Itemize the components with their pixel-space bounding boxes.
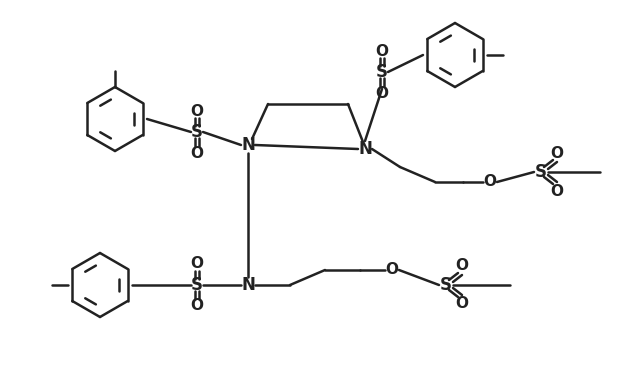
Text: N: N	[241, 276, 255, 294]
Text: O: O	[456, 296, 468, 311]
Text: O: O	[550, 146, 563, 161]
Text: O: O	[483, 175, 497, 190]
Text: S: S	[191, 123, 203, 141]
Text: N: N	[241, 136, 255, 154]
Text: S: S	[191, 276, 203, 294]
Text: O: O	[191, 146, 204, 161]
Text: O: O	[191, 104, 204, 118]
Text: O: O	[376, 43, 388, 58]
Text: O: O	[376, 86, 388, 101]
Text: O: O	[385, 262, 399, 277]
Text: S: S	[376, 63, 388, 81]
Text: S: S	[535, 163, 547, 181]
Text: N: N	[358, 140, 372, 158]
Text: O: O	[456, 259, 468, 273]
Text: S: S	[440, 276, 452, 294]
Text: O: O	[191, 256, 204, 271]
Text: O: O	[191, 299, 204, 314]
Text: O: O	[550, 184, 563, 199]
